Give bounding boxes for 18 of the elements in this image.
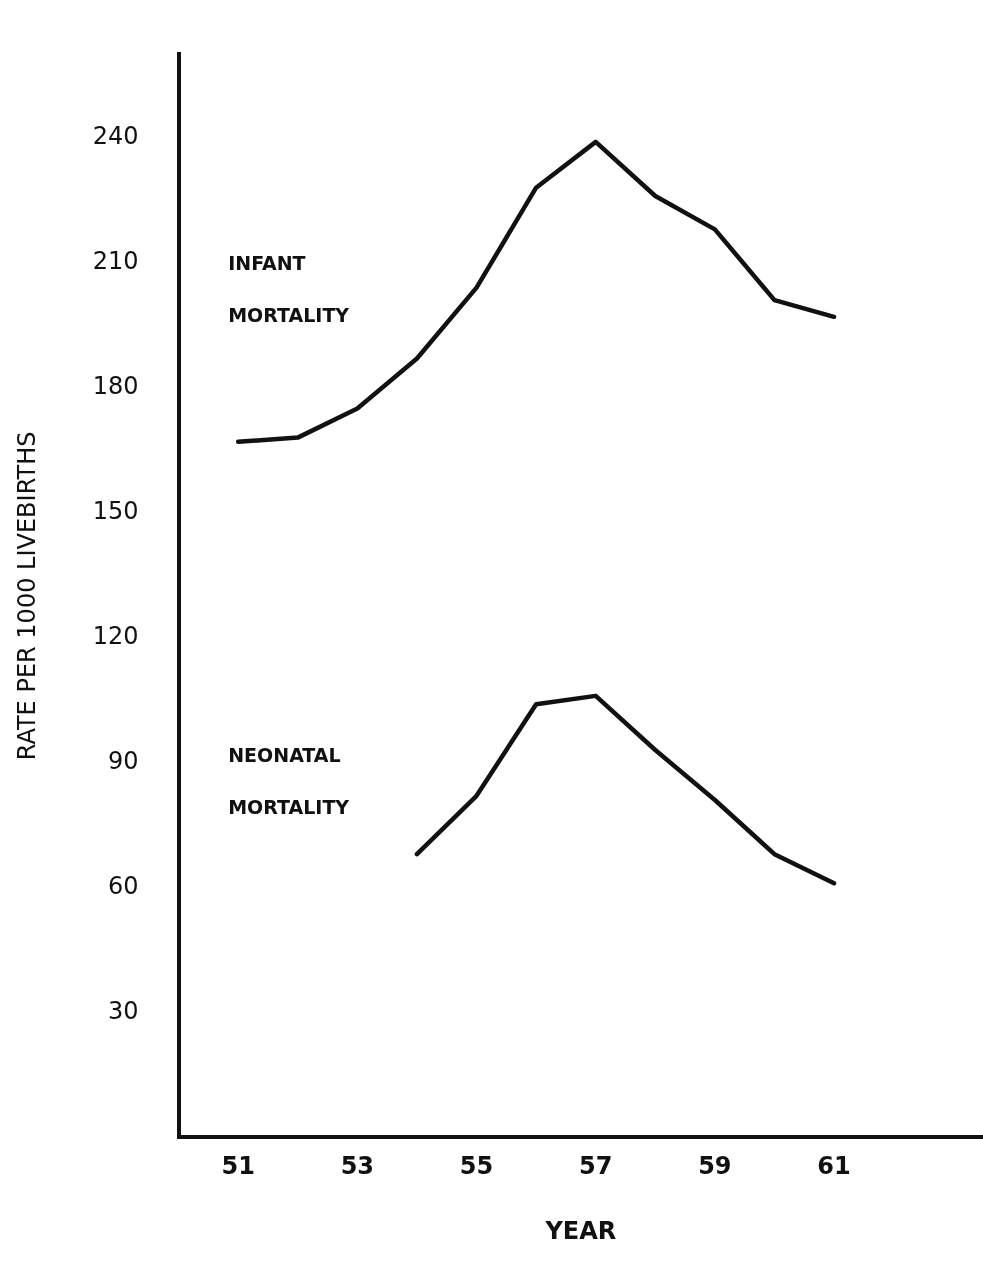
text: NEONATAL MORTALITY <box>228 744 350 819</box>
y-tick-label: 180 <box>92 371 139 400</box>
x-tick-label: 57 <box>579 1152 613 1181</box>
y-axis-title: RATE PER 1000 LIVEBIRTHS <box>12 431 41 761</box>
y-tick-label: 30 <box>108 996 139 1025</box>
y-tick-label: 150 <box>92 496 139 525</box>
y-tick-label: 120 <box>92 621 139 650</box>
x-tick-label: 61 <box>817 1152 851 1181</box>
y-tick-label: 210 <box>92 246 139 275</box>
x-tick-label: 53 <box>340 1152 375 1181</box>
y-tick-label: 60 <box>108 871 139 900</box>
x-tick-label: 55 <box>459 1152 494 1181</box>
x-tick-label: 51 <box>221 1152 255 1181</box>
y-tick-label: 90 <box>108 746 139 775</box>
y-tick-label: 240 <box>92 121 139 150</box>
x-tick-label: 59 <box>698 1152 732 1181</box>
text: INFANT MORTALITY <box>228 252 350 327</box>
x-axis-title: YEAR <box>544 1216 617 1245</box>
